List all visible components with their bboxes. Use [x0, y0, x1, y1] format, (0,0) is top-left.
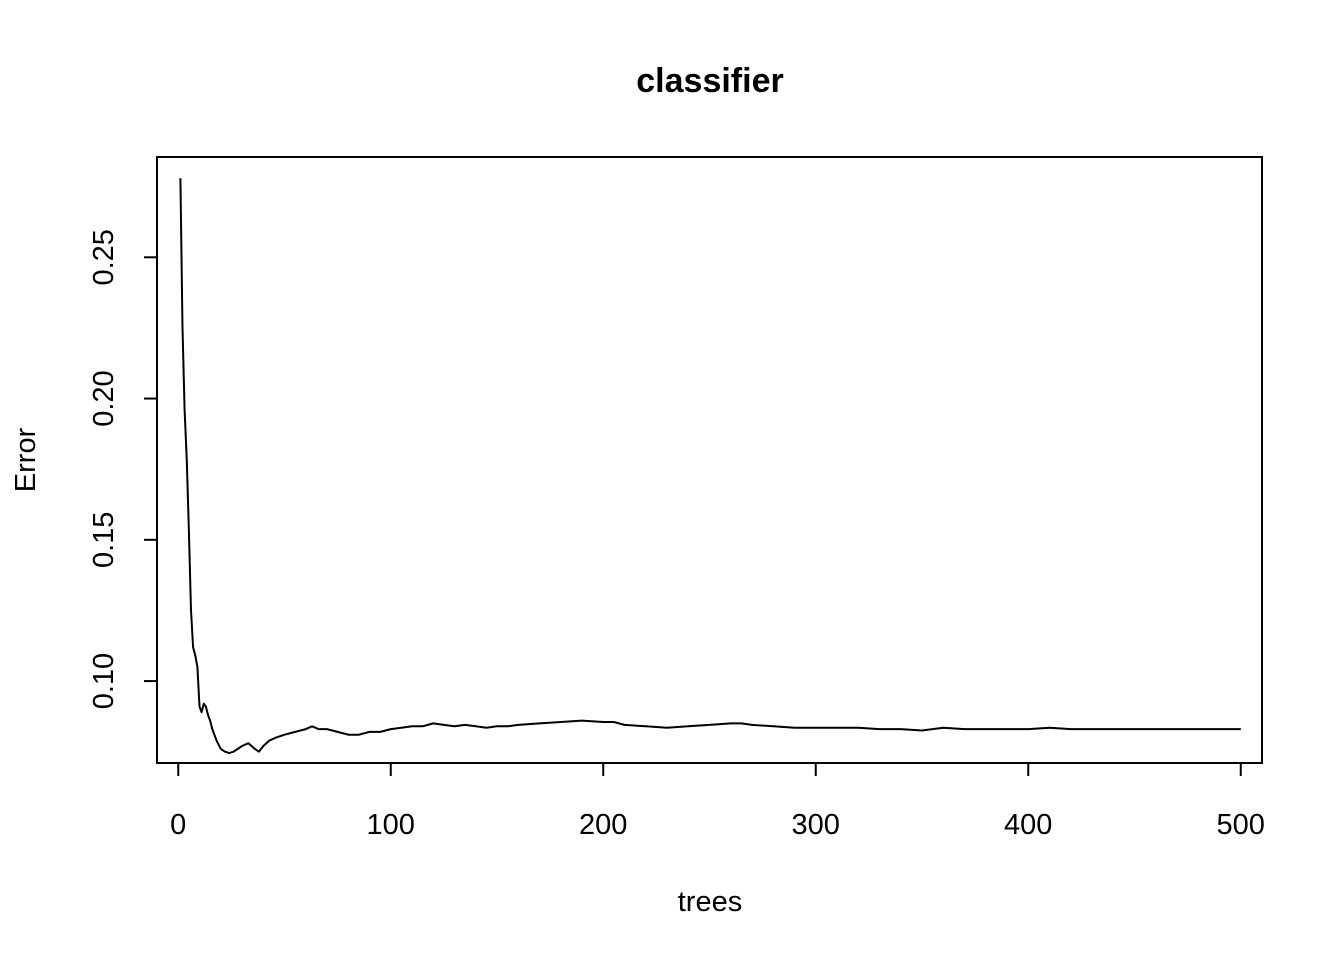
x-tick-label: 400	[1004, 809, 1052, 841]
error-series-line	[179, 178, 1241, 755]
x-tick-label: 100	[367, 809, 415, 841]
plot-frame	[156, 156, 1263, 764]
x-tick-label: 500	[1217, 809, 1265, 841]
y-tick-label: 0.10	[88, 653, 120, 709]
x-tick-label: 300	[792, 809, 840, 841]
y-axis-label: Error	[10, 427, 42, 492]
x-axis: 0 100 200 300 400 500	[170, 762, 1265, 841]
y-tick-label: 0.25	[88, 229, 120, 285]
x-axis-label: trees	[678, 886, 742, 918]
y-axis: 0.10 0.15 0.20 0.25	[88, 229, 158, 709]
chart-title: classifier	[636, 62, 783, 100]
x-tick-label: 0	[170, 809, 186, 841]
y-tick-label: 0.15	[88, 512, 120, 568]
y-tick-label: 0.20	[88, 370, 120, 426]
x-tick-label: 200	[579, 809, 627, 841]
